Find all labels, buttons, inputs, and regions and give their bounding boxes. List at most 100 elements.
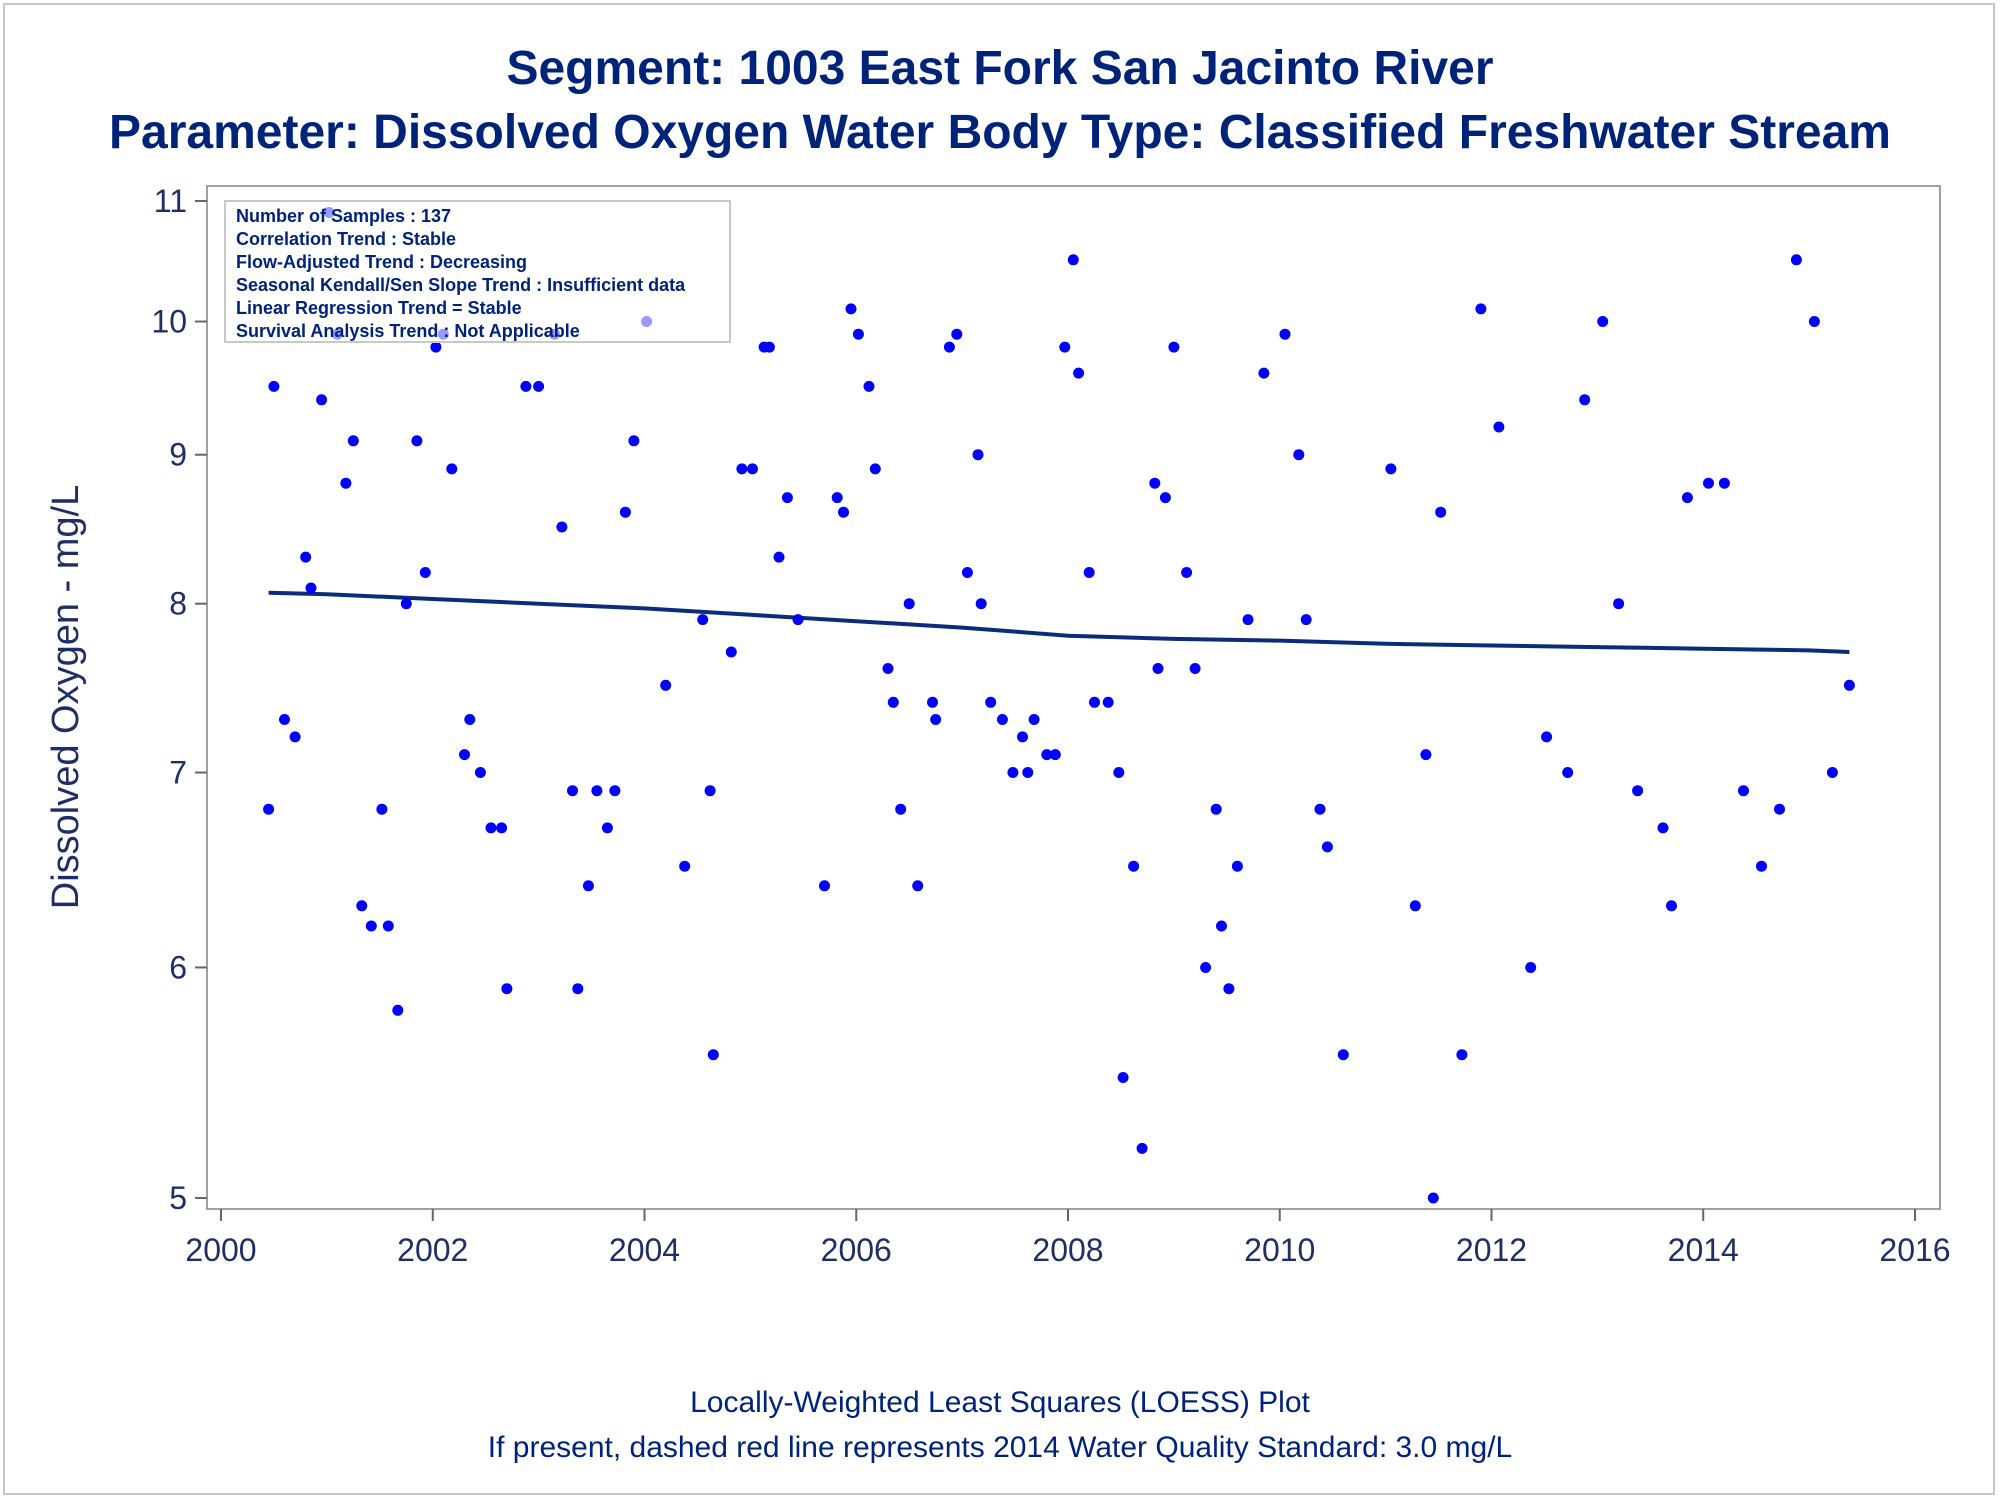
data-point [279,714,290,725]
stats-box: Number of Samples : 137 Correlation Trend… [224,200,731,343]
data-point [520,380,532,392]
x-tick-label: 2008 [1032,1232,1103,1268]
stats-line: Linear Regression Trend = Stable [236,298,522,318]
data-point [591,785,603,797]
data-point [556,521,568,533]
data-point [1181,567,1193,578]
x-tick-label: 2016 [1879,1232,1950,1268]
data-point [882,663,894,674]
data-point [1279,328,1291,340]
data-point [985,696,997,708]
data-point [996,714,1008,725]
data-point [1159,492,1171,504]
data-point [1456,1049,1468,1061]
x-tick-label: 2014 [1668,1232,1739,1268]
stats-lines: Number of Samples : 137 Correlation Trend… [236,206,686,341]
data-point [496,822,508,834]
data-point [704,785,716,797]
data-point [819,880,830,892]
data-point [1216,920,1227,932]
data-point [1189,663,1201,674]
data-point [1321,841,1333,853]
data-point [1337,1049,1349,1061]
data-point [1579,394,1591,406]
data-point [736,463,748,475]
data-point [1562,767,1574,778]
data-point [1149,477,1161,489]
data-point [1089,696,1100,708]
y-tick-label: 6 [169,949,187,985]
data-point [1632,785,1644,797]
data-point [1681,492,1693,504]
chart-frame [3,3,1995,1495]
data-point [340,477,352,489]
data-point [912,880,924,892]
data-point [961,567,973,578]
data-point [1718,477,1730,489]
data-point [1231,860,1243,872]
data-point [1152,663,1164,674]
data-point [1493,421,1505,433]
data-point [601,822,613,834]
data-point [1774,803,1785,815]
data-point [567,785,578,797]
data-point [501,983,513,995]
plot-area [206,185,1941,1210]
chart-subtitle: Parameter: Dissolved Oxygen Water Body T… [109,106,1891,159]
data-point [747,463,758,475]
data-point [1314,803,1326,815]
data-point [464,714,476,725]
data-point [697,614,709,626]
data-point [975,598,987,610]
data-point [1049,749,1061,761]
data-point [474,767,486,778]
data-point [316,394,328,406]
y-tick-label: 5 [169,1180,187,1216]
data-point [1435,506,1447,518]
data-point [930,714,942,725]
chart-title: Segment: 1003 East Fork San Jacinto Rive… [506,42,1493,95]
data-point [1790,254,1802,266]
data-point [1541,731,1553,743]
data-point [400,598,412,610]
x-tick-label: 2012 [1456,1232,1527,1268]
data-point [305,582,317,594]
data-point [1007,767,1019,778]
data-point [972,449,984,461]
data-point [365,920,377,932]
data-point [1073,367,1085,379]
data-point [1420,749,1432,761]
data-point [1475,303,1487,315]
stats-box-border [224,200,731,343]
stats-line: Survival Analysis Trend : Not Applicable [236,321,580,341]
data-point [356,900,368,912]
data-point [943,341,955,353]
data-point [419,567,431,578]
data-point [347,435,359,447]
stats-line: Number of Samples : 137 [236,206,451,226]
x-tick-label: 2002 [397,1232,468,1268]
data-point [852,328,864,340]
y-tick-label: 7 [169,755,187,791]
data-point [1017,731,1028,743]
data-point [773,551,785,563]
data-point [660,679,672,691]
data-point [927,696,938,708]
x-tick-label: 2010 [1244,1232,1315,1268]
data-point [679,860,691,872]
data-point [1067,254,1079,266]
data-point [1597,316,1609,327]
data-point [1525,962,1537,973]
data-point [831,492,843,504]
data-point [1128,860,1140,872]
data-point [1113,767,1125,778]
data-point [1427,1192,1439,1204]
data-point [951,328,963,340]
data-point [1409,900,1421,912]
data-point [1738,785,1749,797]
data-point [1083,567,1095,578]
data-point [582,880,594,892]
data-point [572,983,584,995]
data-point [382,920,394,932]
